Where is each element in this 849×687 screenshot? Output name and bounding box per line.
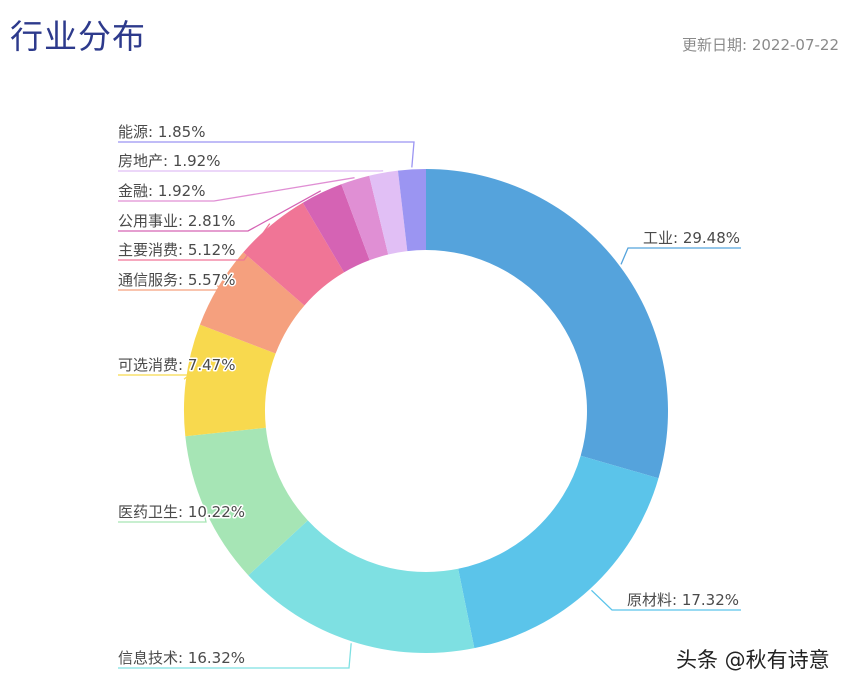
slice-label: 主要消费: 5.12%	[118, 241, 235, 259]
leader-lines	[118, 141, 741, 669]
slice-label: 可选消费: 7.47%	[118, 356, 235, 374]
slice-label: 公用事业: 2.81%	[118, 212, 235, 230]
slice-2[interactable]	[458, 455, 659, 649]
leader-line	[118, 643, 352, 669]
leader-line	[118, 284, 227, 291]
slice-11[interactable]	[397, 169, 426, 252]
watermark: 头条 @秋有诗意	[676, 648, 830, 672]
slice-label: 房地产: 1.92%	[118, 152, 220, 170]
page-title: 行业分布	[10, 17, 146, 56]
donut-slices	[183, 169, 668, 653]
leader-line	[591, 589, 741, 611]
slice-3[interactable]	[248, 520, 475, 653]
slice-5[interactable]	[183, 324, 276, 437]
slice-label: 金融: 1.92%	[118, 182, 205, 200]
slice-7[interactable]	[243, 202, 345, 306]
slice-label: 原材料: 17.32%	[627, 591, 739, 609]
slice-9[interactable]	[341, 175, 389, 261]
slice-label: 能源: 1.85%	[118, 123, 205, 141]
slice-1[interactable]	[426, 169, 668, 479]
slice-label: 工业: 29.48%	[643, 229, 740, 247]
leader-line	[118, 511, 207, 523]
slice-labels: 工业: 29.48% 原材料: 17.32% 信息技术: 16.32% 医药卫生: 1…	[117, 122, 742, 669]
slice-label: 通信服务: 5.57%	[118, 271, 235, 289]
slice-10[interactable]	[369, 170, 408, 255]
leader-line	[620, 247, 741, 265]
leader-line	[118, 177, 355, 202]
leader-line	[118, 141, 415, 168]
update-date: 更新日期: 2022-07-22	[682, 36, 839, 54]
leader-line	[118, 223, 271, 261]
slice-8[interactable]	[302, 184, 370, 273]
slice-4[interactable]	[185, 427, 308, 576]
slice-6[interactable]	[199, 252, 305, 354]
slice-label: 信息技术: 16.32%	[118, 649, 245, 667]
slice-label: 医药卫生: 10.22%	[118, 503, 245, 521]
leader-line	[118, 374, 191, 380]
leader-line	[118, 190, 322, 232]
